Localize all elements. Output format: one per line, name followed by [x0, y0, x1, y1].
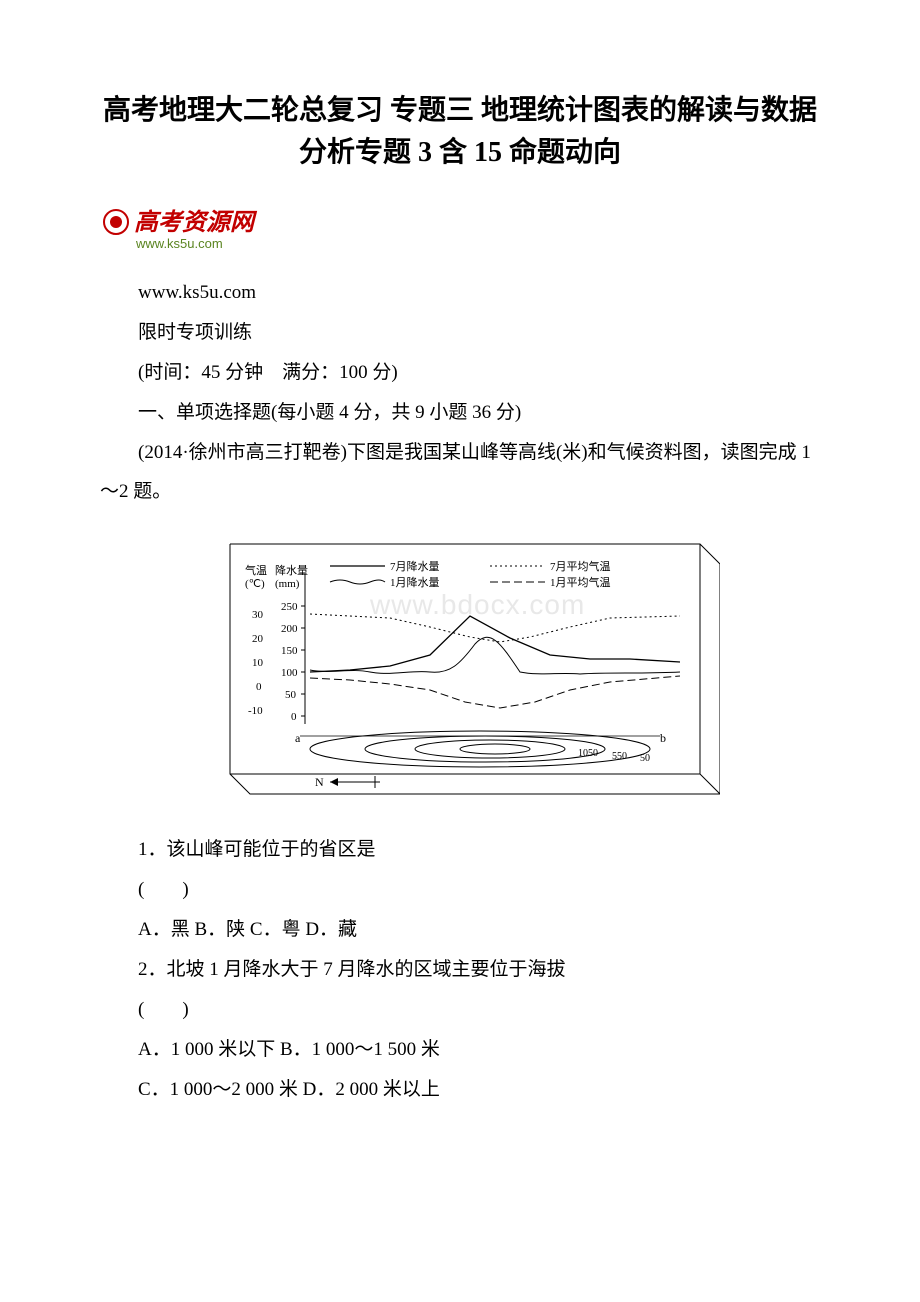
series-temp-jan — [310, 676, 680, 708]
precip-tick-50: 50 — [285, 689, 297, 701]
climate-chart: 气温 (℃) 30 20 10 0 -10 降水量 (mm) 250 200 1… — [245, 559, 680, 724]
q1-stem: 1．该山峰可能位于的省区是 — [100, 830, 820, 870]
q1-blank: ( ) — [100, 870, 820, 910]
logo-url-text: www.ks5u.com — [135, 236, 223, 251]
q2-stem: 2．北坡 1 月降水大于 7 月降水的区域主要位于海拔 — [100, 950, 820, 990]
contour-map: a b 1050 550 50 N — [295, 731, 666, 789]
climate-contour-figure: www.bdocx.com 气温 (℃) 30 20 10 0 -10 降水量 … — [200, 524, 720, 814]
precip-tick-100: 100 — [281, 667, 298, 679]
site-logo-block: 高考资源网 www.ks5u.com — [100, 202, 820, 263]
chart-legend: 7月降水量 7月平均气温 1月降水量 1月平均气温 — [330, 559, 611, 589]
q2-options-line2: C．1 000～2 000 米 D．2 000 米以上 — [100, 1070, 820, 1110]
compass-icon: N — [315, 775, 380, 789]
precip-tick-250: 250 — [281, 601, 298, 613]
legend-precip-jan: 1月降水量 — [390, 575, 440, 589]
axis-temp-unit: (℃) — [245, 578, 265, 590]
temp-tick-30: 30 — [252, 609, 264, 621]
contour-value-50: 50 — [640, 753, 650, 764]
contour-label-a: a — [295, 731, 301, 745]
precip-tick-150: 150 — [281, 645, 298, 657]
website-line: www.ks5u.com — [100, 273, 820, 313]
time-score-line: (时间：45 分钟 满分：100 分) — [100, 353, 820, 393]
legend-temp-jul: 7月平均气温 — [550, 559, 611, 573]
axis-precip-unit: (mm) — [275, 578, 300, 590]
document-title: 高考地理大二轮总复习 专题三 地理统计图表的解读与数据分析专题 3 含 15 命… — [100, 90, 820, 174]
temp-tick-10: 10 — [252, 657, 264, 669]
logo-brand-text: 高考资源网 — [134, 209, 258, 236]
contour-value-1050: 1050 — [578, 748, 598, 759]
axis-precip-label: 降水量 — [275, 563, 308, 577]
contour-label-b: b — [660, 731, 666, 745]
temp-tick-20: 20 — [252, 633, 264, 645]
section-header: 限时专项训练 — [100, 313, 820, 353]
figure-watermark: www.bdocx.com — [369, 589, 585, 620]
series-precip-jul — [310, 616, 680, 672]
contour-value-550: 550 — [612, 751, 627, 762]
temp-tick-n10: -10 — [248, 705, 263, 717]
legend-precip-jul: 7月降水量 — [390, 559, 440, 573]
compass-label: N — [315, 775, 324, 789]
axis-temp-label: 气温 — [245, 563, 267, 577]
legend-temp-jan: 1月平均气温 — [550, 575, 611, 589]
temp-tick-0: 0 — [256, 681, 262, 693]
precip-tick-200: 200 — [281, 623, 298, 635]
intro-paragraph: (2014·徐州市高三打靶卷)下图是我国某山峰等高线(米)和气候资料图，读图完成… — [100, 433, 820, 513]
q2-blank: ( ) — [100, 990, 820, 1030]
logo-image: 高考资源网 www.ks5u.com — [100, 202, 280, 258]
precip-tick-0: 0 — [291, 711, 297, 723]
part1-header: 一、单项选择题(每小题 4 分，共 9 小题 36 分) — [100, 393, 820, 433]
q2-options-line1: A．1 000 米以下 B．1 000～1 500 米 — [100, 1030, 820, 1070]
q1-options: A．黑 B．陕 C．粤 D．藏 — [100, 910, 820, 950]
